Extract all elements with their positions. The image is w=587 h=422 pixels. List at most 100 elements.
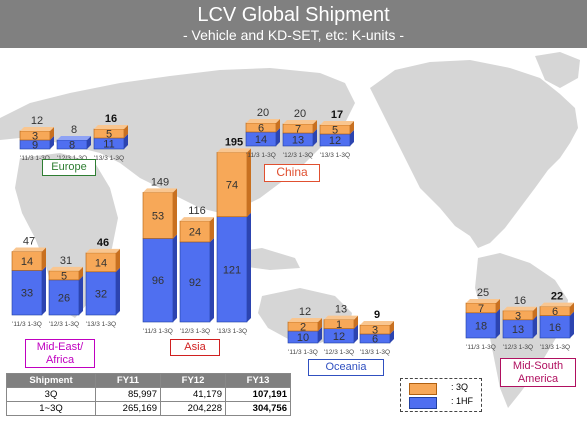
bar-total-label: 25 (477, 287, 489, 299)
bar-1hf (48, 279, 80, 316)
bar-3q-value-label: 6 (258, 123, 264, 135)
bar-total-label: 16 (105, 113, 117, 125)
bar-1hf-side (87, 136, 91, 149)
region-label-text: Europe (51, 161, 87, 173)
legend-label-1hf: : 1HF (451, 396, 474, 406)
bar-3q-top (503, 306, 537, 311)
bar-3q-side (354, 315, 358, 329)
bar-3q-value-label: 24 (189, 227, 201, 239)
bar-3q-value-label: 14 (95, 257, 107, 269)
bar-1hf-top (57, 136, 91, 140)
chart-title: LCV Global Shipment (197, 4, 390, 26)
bar-1hf (179, 241, 211, 323)
x-tick-label: '13/3 1-3Q (320, 152, 350, 159)
region-label-europe: Europe (42, 159, 96, 176)
bar-1hf-side (350, 130, 354, 146)
bar-3q-side (173, 188, 177, 239)
legend: : 3Q : 1HF (400, 378, 482, 412)
table-header-cell: Shipment (6, 373, 96, 388)
bar-3q-value-label: 2 (300, 322, 306, 334)
legend-swatch-1hf (409, 397, 437, 409)
legend-label-3q: : 3Q (451, 382, 469, 392)
bar-3q-top (49, 266, 83, 271)
table-cell: 3Q (6, 387, 96, 402)
x-tick-label: '12/3 1-3Q (180, 328, 210, 335)
bar-3q-side (210, 217, 214, 242)
table-cell: 265,169 (95, 401, 161, 416)
bar-1hf-side (276, 128, 280, 146)
bar-1hf-side (354, 324, 358, 343)
bar-3q-top (12, 247, 46, 252)
bar-3q-top (324, 315, 358, 320)
bar-3q-value-label: 14 (21, 256, 33, 268)
legend-swatch-3q (409, 383, 437, 395)
bar-1hf-value-label: 13 (292, 135, 304, 147)
x-tick-label: '13/3 1-3Q (360, 349, 390, 356)
x-tick-label: '11/3 1-3Q (288, 349, 318, 356)
bar-total-label: 116 (188, 205, 206, 217)
bar-3q (142, 192, 174, 239)
x-tick-label: '11/3 1-3Q (143, 328, 173, 335)
table-cell: 41,179 (160, 387, 226, 402)
x-tick-label: '13/3 1-3Q (217, 328, 247, 335)
bar-total-label: 47 (23, 236, 35, 248)
table-cell: 1~3Q (6, 401, 96, 416)
bar-1hf-side (496, 308, 500, 338)
bar-3q-side (570, 302, 574, 316)
bar-3q-value-label: 3 (372, 325, 378, 337)
bar-3q-value-label: 3 (32, 131, 38, 143)
bar-1hf-value-label: 13 (512, 324, 524, 336)
bar-1hf-side (533, 315, 537, 338)
bar-3q-value-label: 7 (478, 303, 484, 315)
bar-3q-side (124, 125, 128, 138)
x-tick-label: '13/3 1-3Q (94, 155, 124, 162)
bar-1hf-value-label: 9 (32, 140, 38, 152)
bar-3q-top (180, 217, 214, 222)
shipment-table: Shipment FY11 FY12 FY13 3Q 85,997 41,179… (6, 373, 291, 416)
chart-subtitle: - Vehicle and KD-SET, etc: K-units - (183, 27, 404, 43)
x-tick-label: '12/3 1-3Q (49, 321, 79, 328)
table-cell: 204,228 (160, 401, 226, 416)
bar-1hf-value-label: 121 (223, 264, 241, 276)
x-tick-label: '12/3 1-3Q (283, 152, 313, 159)
region-label-text: China (276, 165, 308, 179)
bar-1hf-side (570, 311, 574, 338)
bar-1hf-value-label: 18 (475, 320, 487, 332)
table-header-cell: FY11 (95, 373, 161, 388)
region-label-mideast-africa: Mid-East/ Africa (25, 339, 95, 369)
bar-1hf-value-label: 6 (372, 334, 378, 346)
table-header-row: Shipment FY11 FY12 FY13 (6, 373, 291, 388)
bar-total-label: 149 (151, 176, 169, 188)
bar-3q-top (217, 148, 251, 153)
title-bar: LCV Global Shipment - Vehicle and KD-SET… (0, 0, 587, 48)
x-tick-label: '13/3 1-3Q (540, 344, 570, 351)
region-label-text: Mid-East/ Africa (36, 341, 84, 366)
bar-3q-value-label: 74 (226, 180, 238, 192)
bar-3q-top (320, 121, 354, 125)
bar-total-label: 16 (514, 295, 526, 307)
bar-1hf-side (247, 212, 251, 322)
bar-1hf-value-label: 12 (329, 135, 341, 147)
bar-3q-top (246, 119, 280, 123)
bar-3q-value-label: 5 (332, 125, 338, 137)
table-cell: 107,191 (225, 387, 291, 402)
bar-1hf-value-label: 92 (189, 277, 201, 289)
bar-total-label: 20 (257, 107, 269, 119)
x-tick-label: '12/3 1-3Q (503, 344, 533, 351)
bar-3q-value-label: 5 (61, 270, 67, 282)
bar-1hf (85, 271, 117, 316)
bar-1hf (216, 216, 248, 323)
bar-3q-side (313, 120, 317, 133)
bar-3q-side (390, 321, 394, 334)
region-label-china: China (264, 164, 320, 182)
region-label-asia: Asia (170, 339, 220, 356)
bar-1hf-side (124, 134, 128, 149)
x-tick-label: '12/3 1-3Q (57, 155, 87, 162)
bar-total-label: 9 (374, 309, 380, 321)
north-america-shape (370, 60, 578, 248)
bar-1hf-value-label: 96 (152, 275, 164, 287)
bar-3q-top (360, 321, 394, 325)
x-tick-label: '11/3 1-3Q (20, 155, 50, 162)
bar-total-label: 8 (71, 124, 77, 136)
bar-total-label: 20 (294, 108, 306, 120)
